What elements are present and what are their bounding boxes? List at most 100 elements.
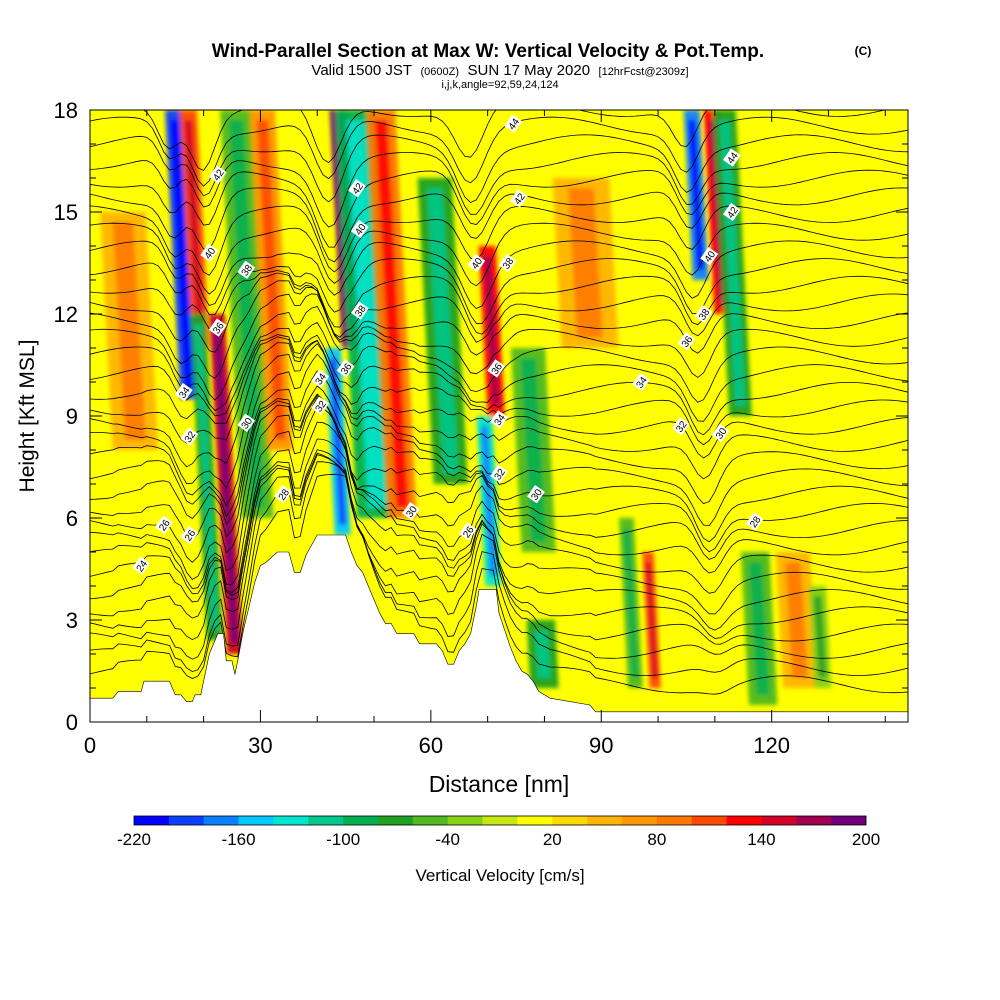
theta-label: 36 bbox=[208, 318, 227, 337]
theta-label-box bbox=[154, 515, 173, 534]
velocity-band-core bbox=[645, 562, 658, 678]
x-tick-label: 30 bbox=[248, 733, 272, 758]
theta-label: 40 bbox=[200, 243, 218, 262]
theta-label: 36 bbox=[677, 332, 696, 351]
colorbar-swatch bbox=[238, 816, 274, 825]
x-axis: 0 30 60 90 120 bbox=[84, 110, 886, 758]
y-tick-label: 3 bbox=[66, 608, 78, 633]
colorbar-tick-label: 140 bbox=[747, 830, 775, 849]
title-block: Wind-Parallel Section at Max W: Vertical… bbox=[212, 41, 872, 91]
theta-label-box bbox=[336, 359, 355, 378]
velocity-band-core bbox=[228, 120, 265, 508]
theta-label: 30 bbox=[237, 413, 255, 432]
theta-label: 40 bbox=[467, 253, 485, 273]
colorbar-swatch bbox=[691, 816, 727, 825]
theta-contour bbox=[90, 370, 908, 527]
theta-label-box bbox=[311, 369, 329, 388]
velocity-band-core bbox=[688, 120, 705, 270]
theta-label: 32 bbox=[490, 464, 508, 483]
theta-label-box bbox=[487, 359, 506, 378]
theta-label-box bbox=[274, 485, 293, 504]
theta-label-box bbox=[498, 253, 517, 273]
theta-label-box bbox=[348, 179, 366, 198]
theta-label: 26 bbox=[458, 522, 477, 541]
theta-label: 38 bbox=[237, 260, 256, 279]
velocity-band-core bbox=[785, 562, 808, 678]
theta-label-box bbox=[490, 410, 508, 429]
valid-time-line: Valid 1500 JST (0600Z) SUN 17 May 2020 [… bbox=[311, 62, 688, 79]
theta-label-box bbox=[632, 372, 650, 392]
theta-contour bbox=[142, 110, 887, 172]
theta-label-box bbox=[208, 318, 227, 337]
velocity-band-core bbox=[112, 222, 146, 440]
theta-label: 42 bbox=[722, 202, 741, 222]
theta-label: 24 bbox=[132, 556, 150, 575]
theta-contour bbox=[90, 394, 908, 563]
terrain-mask bbox=[89, 534, 909, 723]
theta-label: 34 bbox=[311, 369, 329, 388]
x-tick-label: 90 bbox=[589, 733, 613, 758]
theta-label-box bbox=[490, 464, 508, 483]
theta-label-box bbox=[711, 423, 730, 443]
theta-contour bbox=[90, 152, 908, 228]
theta-label: 42 bbox=[509, 189, 528, 208]
theta-contour bbox=[90, 385, 908, 543]
valid-utc: (0600Z) bbox=[421, 66, 460, 78]
theta-contour bbox=[90, 449, 908, 639]
colorbar-swatch bbox=[412, 816, 449, 825]
theta-label: 38 bbox=[498, 253, 517, 273]
theta-label: 38 bbox=[350, 301, 369, 320]
theta-label: 34 bbox=[632, 372, 650, 392]
colorbar-swatch bbox=[168, 816, 205, 825]
theta-contour bbox=[90, 393, 908, 553]
theta-label: 28 bbox=[745, 512, 764, 531]
theta-label-box bbox=[671, 417, 690, 436]
theta-label: 30 bbox=[526, 485, 545, 504]
theta-contour bbox=[90, 169, 908, 248]
colorbar-tick-label: 80 bbox=[647, 830, 666, 849]
colorbar-tick-label: -40 bbox=[435, 830, 460, 849]
colorbar-tick-label: 200 bbox=[852, 830, 880, 849]
velocity-band-core bbox=[568, 188, 603, 338]
velocity-band-core bbox=[813, 596, 827, 678]
colorbar-swatch bbox=[656, 816, 693, 825]
colorbar-swatch bbox=[203, 816, 239, 825]
theta-label: 32 bbox=[311, 396, 329, 415]
colorbar-tick-label: 20 bbox=[543, 830, 562, 849]
theta-label-box bbox=[402, 502, 420, 521]
valid-date: SUN 17 May 2020 bbox=[467, 62, 590, 79]
velocity-band-core bbox=[346, 120, 386, 508]
section-params: i,j,k,angle=92,59,24,124 bbox=[441, 79, 558, 91]
theta-label-box bbox=[180, 525, 199, 545]
theta-label: 42 bbox=[348, 179, 366, 198]
colorbar-frame bbox=[133, 815, 867, 826]
colorbar-swatch bbox=[273, 816, 309, 825]
theta-label-box bbox=[677, 332, 696, 351]
colorbar-tick-label: -220 bbox=[117, 830, 151, 849]
velocity-band-core bbox=[426, 188, 459, 474]
theta-label: 44 bbox=[722, 148, 741, 167]
theta-label: 34 bbox=[490, 410, 508, 429]
velocity-band-core bbox=[374, 120, 409, 508]
theta-contour bbox=[90, 258, 908, 325]
theta-label-box bbox=[208, 165, 227, 184]
velocity-band-core bbox=[329, 358, 347, 525]
theta-label-box bbox=[722, 148, 741, 167]
x-axis-label: Distance [nm] bbox=[429, 771, 570, 797]
colorbar-swatch bbox=[587, 816, 623, 825]
y-tick-label: 18 bbox=[54, 98, 78, 123]
theta-label: 30 bbox=[402, 502, 420, 521]
velocity-band-core bbox=[719, 120, 746, 406]
plot-area: 24 26 26 32 34 36 38 40 42 30 28 32 34 36 38 40 42 30 26 32… bbox=[89, 109, 909, 723]
theta-contour bbox=[90, 473, 908, 695]
theta-label-box bbox=[350, 219, 369, 239]
chart-title-tag: (C) bbox=[855, 44, 872, 58]
theta-label-box bbox=[237, 260, 256, 279]
theta-label: 34 bbox=[174, 383, 193, 402]
colorbar-swatch bbox=[482, 816, 518, 825]
theta-label-box bbox=[509, 189, 528, 208]
theta-label: 30 bbox=[711, 423, 730, 443]
theta-label-box bbox=[700, 247, 719, 266]
theta-label: 40 bbox=[700, 247, 719, 266]
